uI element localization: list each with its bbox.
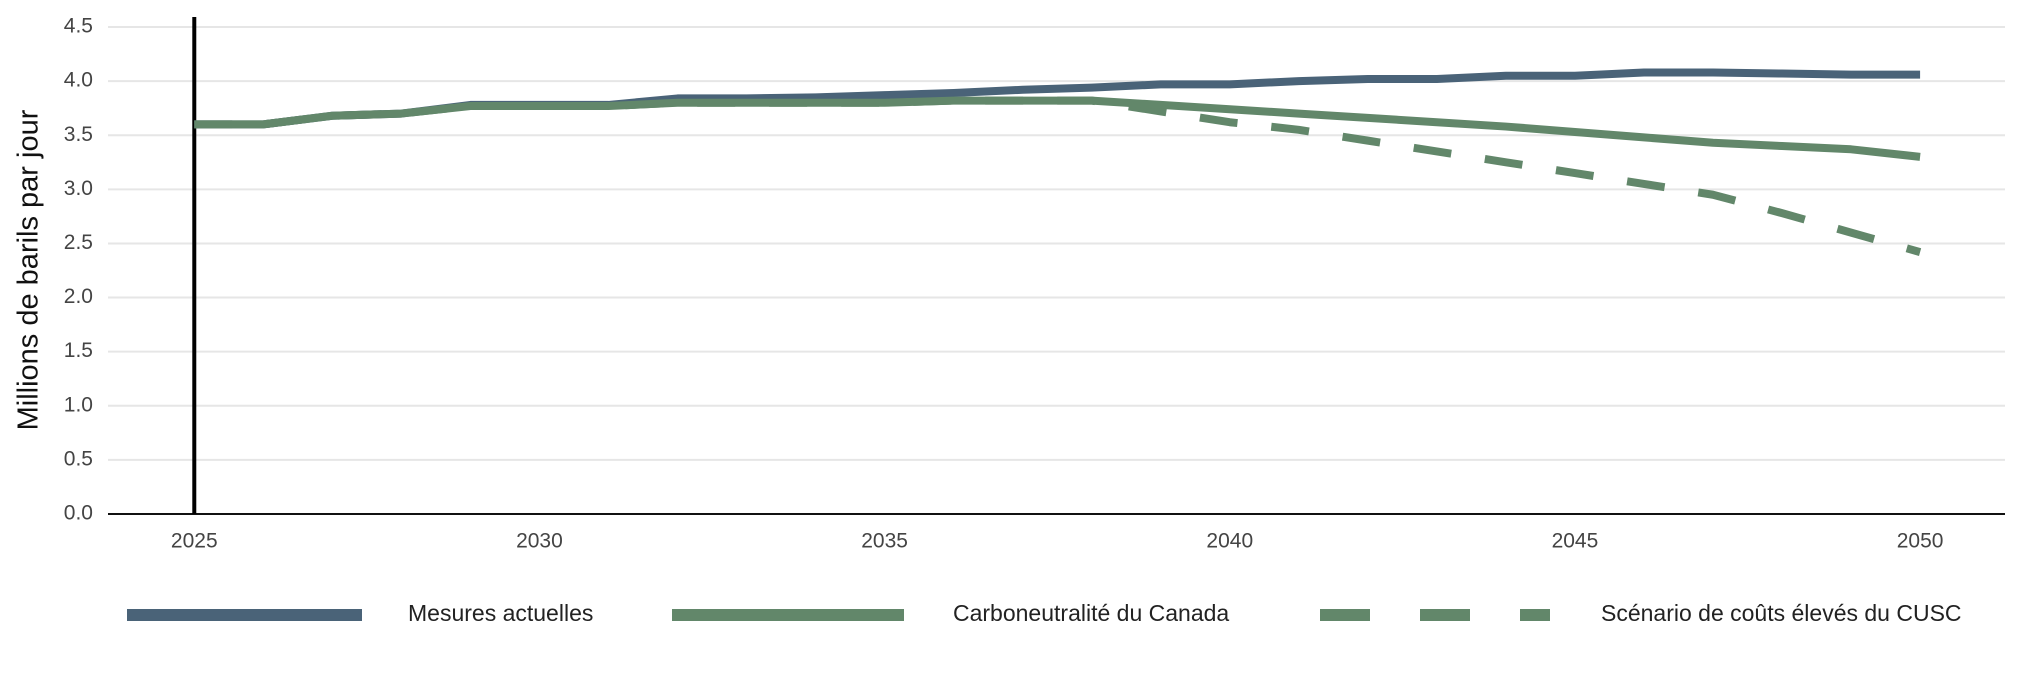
x-tick-label: 2040 xyxy=(1206,530,1253,553)
y-tick-label: 3.5 xyxy=(64,123,93,146)
legend-label: Mesures actuelles xyxy=(408,600,593,626)
y-axis-title: Millions de barils par jour xyxy=(13,109,45,430)
legend-label: Carboneutralité du Canada xyxy=(953,600,1229,626)
y-tick-label: 0.5 xyxy=(64,447,93,470)
x-tick-label: 2035 xyxy=(861,530,908,553)
y-tick-label: 3.0 xyxy=(64,177,93,200)
series-line xyxy=(194,96,1922,256)
y-tick-label: 2.5 xyxy=(64,231,93,254)
legend-label: Scénario de coûts élevés du CUSC xyxy=(1601,600,1962,626)
y-tick-label: 1.5 xyxy=(64,339,93,362)
y-tick-label: 2.0 xyxy=(64,285,93,308)
x-tick-label: 2030 xyxy=(516,530,563,553)
y-tick-label: 0.0 xyxy=(64,502,93,525)
y-tick-label: 4.0 xyxy=(64,69,93,92)
y-tick-label: 1.0 xyxy=(64,393,93,416)
x-tick-label: 2050 xyxy=(1897,530,1944,553)
x-tick-label: 2025 xyxy=(171,530,218,553)
x-tick-label: 2045 xyxy=(1552,530,1599,553)
series-line xyxy=(194,96,1921,161)
y-tick-label: 4.5 xyxy=(64,15,93,38)
